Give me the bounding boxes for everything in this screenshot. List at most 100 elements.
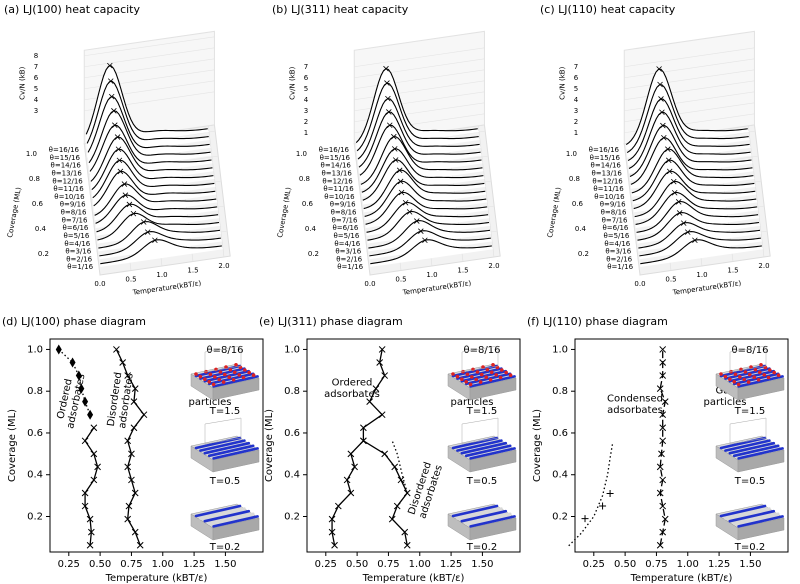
adsorbate-atom bbox=[752, 375, 756, 380]
point-marker bbox=[656, 385, 664, 392]
phase-annotation: Disorderedadsorbates bbox=[406, 460, 445, 520]
heat-capacity-line bbox=[628, 111, 751, 169]
adsorbate-atom bbox=[475, 370, 480, 374]
coverage-label: θ=14/16 bbox=[321, 162, 352, 170]
peak-marker bbox=[676, 210, 683, 216]
peak-marker bbox=[680, 220, 687, 226]
peak-marker bbox=[396, 167, 403, 174]
adsorbate-atom bbox=[508, 373, 513, 378]
slab-side bbox=[737, 449, 785, 473]
coverage-label: θ=8/16 bbox=[601, 209, 627, 217]
x-tick-label: 2.0 bbox=[488, 262, 499, 270]
adsorbate-atom bbox=[739, 367, 743, 372]
point-marker bbox=[376, 359, 384, 366]
x-tick-label: 0.0 bbox=[364, 280, 375, 288]
adsorbate-atom bbox=[762, 373, 766, 377]
point-marker bbox=[131, 489, 139, 497]
point-marker bbox=[659, 437, 667, 445]
x-tick-label: 1.25 bbox=[440, 559, 462, 570]
y-tick-label: 1.0 bbox=[26, 150, 37, 158]
coverage-label: θ=7/16 bbox=[62, 216, 88, 224]
surface-inset bbox=[447, 503, 517, 541]
coverage-label: θ=10/16 bbox=[324, 193, 355, 201]
point-marker bbox=[81, 489, 89, 497]
z-tick-label: 1 bbox=[574, 129, 578, 137]
adsorbate-row bbox=[203, 509, 251, 523]
peak-marker bbox=[658, 96, 664, 102]
coverage-label: θ=2/16 bbox=[66, 255, 92, 263]
heat-capacity-line bbox=[85, 65, 208, 135]
adsorbate-row bbox=[199, 367, 246, 380]
coverage-label: θ=8/16 bbox=[61, 209, 87, 217]
x-axis-label: Temperature(kBT/ε) bbox=[401, 279, 472, 297]
adsorbate-row bbox=[460, 509, 508, 523]
adsorbate-atom bbox=[504, 370, 509, 375]
point-marker bbox=[599, 502, 607, 510]
boundary-line bbox=[391, 440, 408, 494]
adsorbate-atom bbox=[470, 375, 474, 379]
z-tick-label: 5 bbox=[574, 85, 578, 93]
adsorbate-row bbox=[728, 509, 776, 523]
adsorbate-row bbox=[464, 444, 512, 458]
point-marker bbox=[366, 398, 374, 406]
z-grid-line bbox=[354, 58, 485, 79]
peak-marker bbox=[112, 122, 118, 128]
adsorbate-row bbox=[203, 369, 251, 383]
inset-label: T=0.2 bbox=[734, 542, 765, 553]
point-marker bbox=[90, 450, 98, 458]
heat-capacity-line bbox=[362, 159, 485, 201]
adsorbate-atom bbox=[736, 382, 741, 387]
peak-marker bbox=[126, 201, 133, 208]
adsorbate-row bbox=[469, 515, 516, 528]
peak-marker bbox=[121, 181, 128, 187]
z-tick-label: 3 bbox=[304, 107, 308, 115]
point-marker bbox=[659, 411, 667, 419]
x-tick-label: 1.25 bbox=[183, 559, 205, 570]
point-marker bbox=[87, 409, 94, 420]
adsorbate-row bbox=[737, 375, 784, 388]
y-tick-label: 0.2 bbox=[578, 250, 589, 258]
peak-marker bbox=[391, 146, 398, 152]
peak-marker bbox=[115, 146, 122, 153]
point-marker bbox=[328, 528, 336, 536]
inset-label: T=0.2 bbox=[209, 542, 240, 553]
z-axis-label: Cv/N (kB) bbox=[18, 66, 26, 99]
point-marker bbox=[372, 385, 380, 392]
point-marker bbox=[661, 515, 669, 523]
z-grid-line bbox=[354, 69, 485, 90]
point-marker bbox=[659, 528, 667, 536]
heat-capacity-line bbox=[366, 201, 489, 233]
adsorbate-row bbox=[451, 504, 499, 518]
adsorbate-row bbox=[469, 447, 516, 460]
point-marker bbox=[86, 515, 94, 523]
surface-inset bbox=[447, 345, 517, 401]
adsorbate-row bbox=[464, 372, 512, 386]
surface-inset bbox=[715, 345, 785, 401]
surface-inset bbox=[715, 417, 785, 473]
point-marker bbox=[130, 398, 138, 406]
x-tick-label: 0.75 bbox=[645, 559, 667, 570]
surface-inset bbox=[715, 503, 785, 541]
z-tick-label: 2 bbox=[574, 118, 578, 126]
x-tick-label: 0.5 bbox=[665, 276, 676, 284]
y-tick-label: 0.8 bbox=[299, 175, 310, 183]
point-marker bbox=[128, 476, 135, 484]
adsorbate-atom bbox=[748, 372, 752, 377]
point-marker bbox=[82, 396, 89, 407]
heat-capacity-line bbox=[92, 159, 215, 199]
y-tick-label: 0.8 bbox=[569, 175, 580, 183]
heat-capacity-line bbox=[88, 110, 211, 164]
adsorbate-atom bbox=[451, 372, 455, 376]
adsorbate-row bbox=[212, 447, 259, 460]
adsorbate-atom bbox=[214, 367, 218, 372]
y-tick-label: 0.8 bbox=[29, 175, 40, 183]
adsorbate-atom bbox=[484, 375, 489, 380]
x-axis-label: Temperature (kBT/ε) bbox=[105, 573, 208, 584]
surface-inset bbox=[447, 417, 517, 473]
adsorbate-atom bbox=[213, 375, 217, 379]
adsorbate-row bbox=[724, 439, 771, 452]
adsorbate-row bbox=[719, 364, 767, 378]
heat-capacity-line bbox=[356, 82, 479, 152]
x-tick-label: 1.0 bbox=[696, 271, 707, 279]
